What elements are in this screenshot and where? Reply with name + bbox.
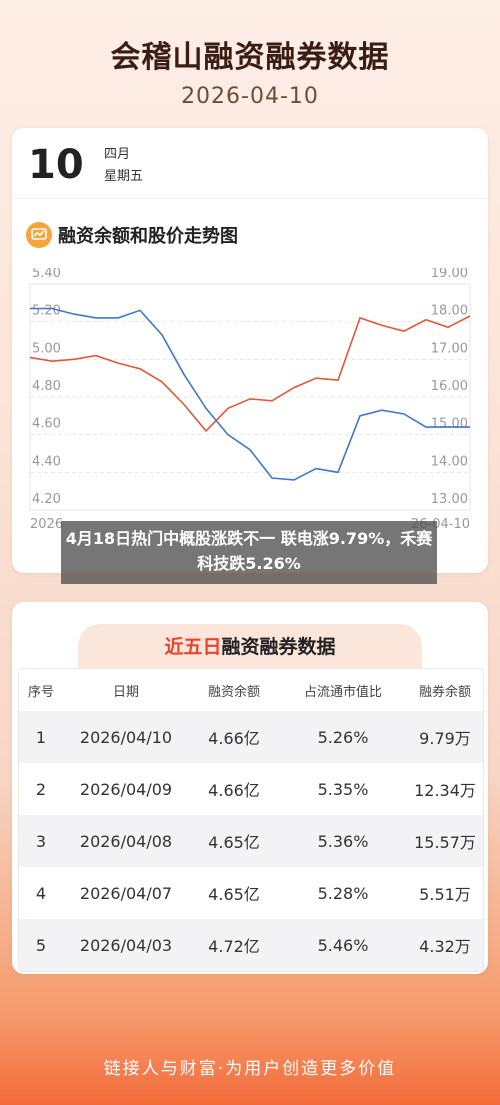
- x-tick-label: 2026: [30, 517, 63, 532]
- header-cell: 融券余额: [418, 684, 471, 700]
- table-cell: 4.65亿: [208, 833, 260, 852]
- chart-section-title: 融资余额和股价走势图: [58, 226, 238, 247]
- header-cell: 融资余额: [207, 684, 260, 700]
- table-cell: 4: [35, 883, 47, 903]
- table-cell: 5.46%: [317, 935, 369, 955]
- month-label: 四月: [104, 147, 131, 162]
- table-cell: 5: [35, 935, 47, 955]
- table-cell: 2026/04/09: [79, 779, 173, 799]
- table-cell: 4.32万: [419, 937, 471, 956]
- table-cell: 2: [35, 779, 47, 799]
- margin-table: 序号 日期 融资余额 占流通市值比 融券余额 1 2026/04/10 4.66…: [18, 668, 484, 972]
- left-tick-label: 5.40: [32, 268, 61, 281]
- header-cell: 序号: [27, 684, 54, 700]
- table-cell: 2026/04/08: [79, 831, 173, 851]
- left-tick-label: 4.60: [32, 417, 61, 432]
- news-overlay-text[interactable]: 4月18日热门中概股涨跌不一 联电涨9.79%，禾赛科技跌5.26%: [65, 529, 433, 573]
- table-row: 4 2026/04/07 4.65亿 5.28% 5.51万: [19, 867, 483, 919]
- table-cell: 4.72亿: [208, 937, 260, 956]
- table-cell: 5.28%: [317, 883, 369, 903]
- news-overlay-band: [61, 521, 437, 584]
- chart-icon: [26, 222, 52, 248]
- header-cell: 占流通市值比: [303, 684, 382, 700]
- table-cell: 2026/04/10: [79, 727, 173, 747]
- right-tick-label: 15.00: [431, 417, 468, 432]
- price-margin-chart: 5.40 19.00 5.20 18.00 5.00 17.00 4.80 16.00 4.60…: [29, 268, 471, 532]
- table-row: 3 2026/04/08 4.65亿 5.36% 15.57万: [19, 815, 483, 867]
- left-tick-label: 5.00: [32, 341, 61, 356]
- table-cell: 3: [35, 831, 47, 851]
- left-tick-label: 5.20: [32, 304, 61, 319]
- table-title-tab: [78, 624, 422, 668]
- table-cell: 2026/04/07: [79, 883, 173, 903]
- weekday-label: 星期五: [104, 169, 144, 184]
- table-row: 2 2026/04/09 4.66亿 5.35% 12.34万: [19, 763, 483, 815]
- right-tick-label: 13.00: [431, 492, 468, 507]
- margin-balance-line: [30, 307, 470, 481]
- table-cell: 9.79万: [419, 729, 471, 748]
- footer-slogan: 链接人与财富·为用户创造更多价值: [103, 1059, 397, 1079]
- stock-price-line: [29, 315, 471, 433]
- table-cell: 5.26%: [317, 727, 369, 747]
- table-cell: 15.57万: [414, 833, 476, 852]
- table-cell: 5.35%: [317, 779, 369, 799]
- table-cell: 12.34万: [414, 781, 476, 800]
- table-cell: 4.66亿: [208, 729, 260, 748]
- right-tick-label: 18.00: [431, 304, 468, 319]
- table-cell: 1: [35, 727, 47, 747]
- day-meta: 四月 星期五: [104, 144, 143, 188]
- left-tick-label: 4.20: [32, 492, 61, 507]
- table-row: 1 2026/04/10 4.66亿 5.26% 9.79万: [19, 711, 483, 763]
- table-title: 近五日融资融券数据: [78, 632, 422, 659]
- table-row: 5 2026/04/03 4.72亿 5.46% 4.32万: [19, 919, 483, 971]
- table-cell: 2026/04/03: [79, 935, 173, 955]
- page-date: 2026-04-10: [181, 84, 319, 109]
- table-header-row: 序号 日期 融资余额 占流通市值比 融券余额: [19, 669, 483, 711]
- left-tick-label: 4.40: [32, 454, 61, 469]
- page-title: 会稽山融资融券数据: [110, 40, 390, 75]
- table-cell: 4.65亿: [208, 885, 260, 904]
- table-cell: 5.36%: [317, 831, 369, 851]
- left-tick-label: 4.80: [32, 379, 61, 394]
- right-tick-label: 14.00: [431, 454, 468, 469]
- table-cell: 4.66亿: [208, 781, 260, 800]
- table-title-rest: 融资融券数据: [221, 636, 336, 658]
- table-title-highlight: 近五日: [164, 636, 222, 658]
- right-tick-label: 16.00: [431, 379, 468, 394]
- chart-card: 10 四月 星期五 融资余额和股价走势图 5.40 19.00 5.20 18.00 5…: [12, 128, 488, 573]
- table-cell: 5.51万: [419, 885, 471, 904]
- divider: [12, 198, 488, 199]
- right-tick-label: 17.00: [431, 341, 468, 356]
- right-tick-label: 19.00: [431, 268, 468, 281]
- header-cell: 日期: [112, 684, 139, 700]
- table-card: 近五日融资融券数据 序号 日期 融资余额 占流通市值比 融券余额 1 2026/…: [12, 602, 488, 974]
- day-number: 10: [28, 142, 84, 188]
